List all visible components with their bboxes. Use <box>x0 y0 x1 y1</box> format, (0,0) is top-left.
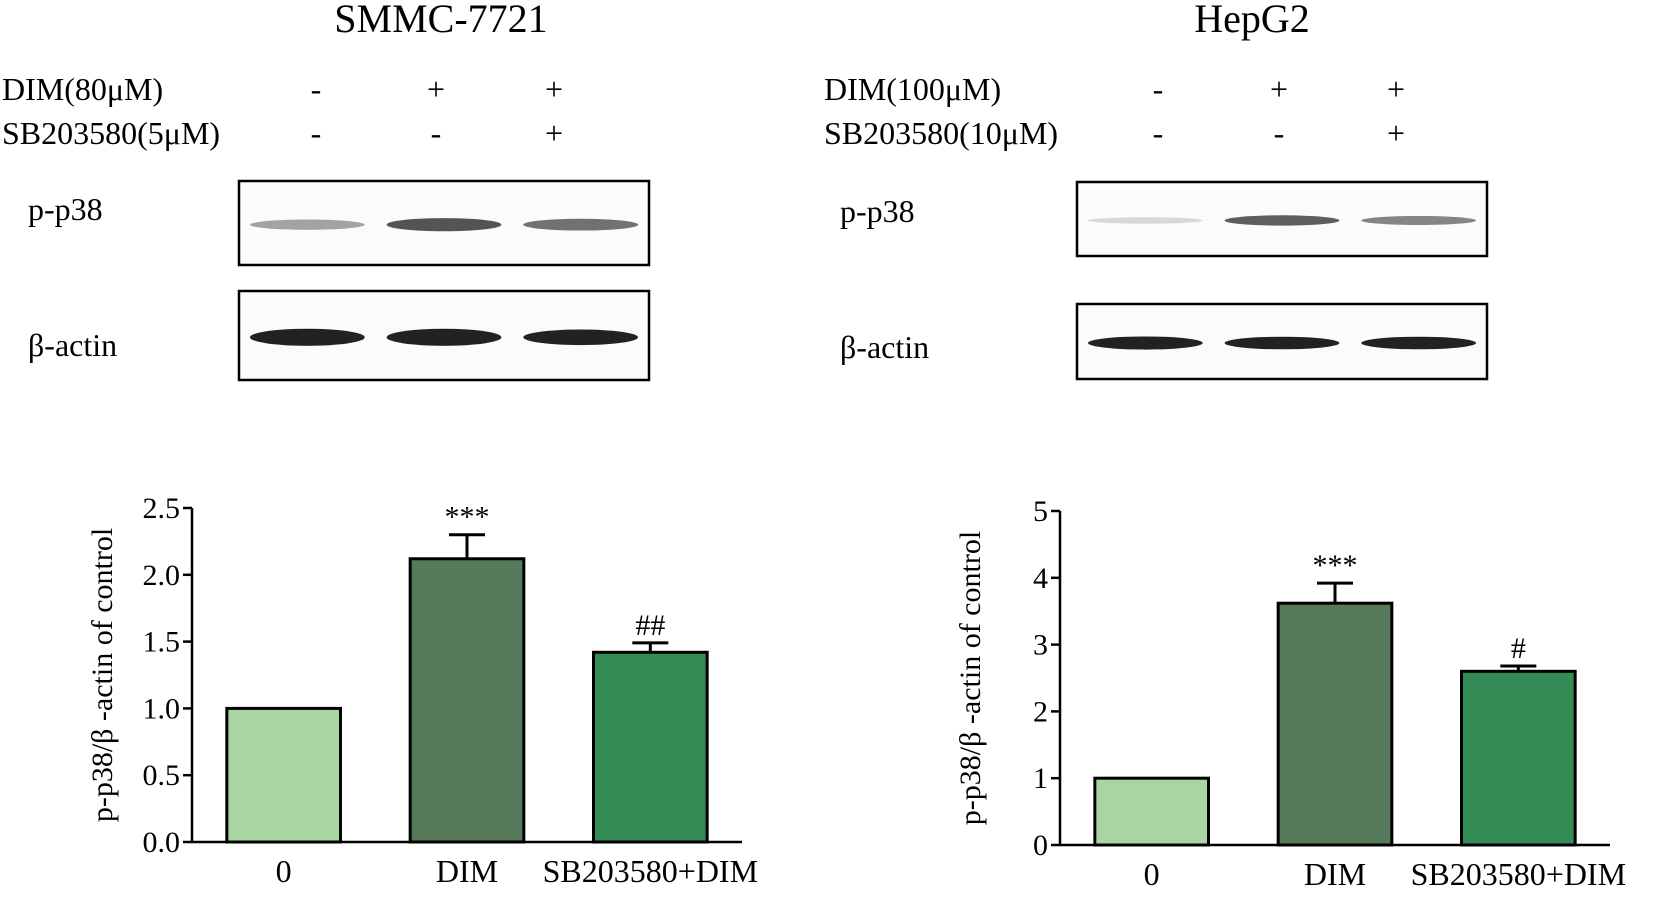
panel-hepg2: HepG2 DIM(100μM) - + + SB203580(10μM) - … <box>824 0 1489 381</box>
x-tick-label: 0 <box>276 853 292 889</box>
bar <box>592 650 709 844</box>
blot-pp38 <box>237 179 651 267</box>
significance-label: *** <box>445 501 490 534</box>
y-tick-label: 4 <box>1033 562 1048 595</box>
blot-label-pp38: p-p38 <box>28 191 103 227</box>
treatment-sign: - <box>311 115 322 151</box>
treatment-label-dim: DIM(100μM) <box>824 71 1001 107</box>
significance-label: # <box>1511 632 1526 665</box>
y-tick-label: 0 <box>1033 829 1048 862</box>
treatment-sign: + <box>545 71 563 107</box>
y-tick-label: 5 <box>1033 495 1048 528</box>
blot-label-actin: β-actin <box>840 329 929 365</box>
y-tick-label: 2 <box>1033 695 1048 728</box>
blot-pp38 <box>1075 180 1489 258</box>
blot-band <box>523 329 639 346</box>
bar-chart-hepg2: 0 1 2 3 4 5 p-p38/β -actin of control 0 *** DIM # S… <box>954 495 1626 892</box>
bar <box>1460 669 1577 847</box>
y-tick-label: 2.0 <box>143 559 181 592</box>
blot-band <box>1224 336 1340 350</box>
x-tick-label: DIM <box>436 853 498 889</box>
panel-title: SMMC-7721 <box>334 0 547 41</box>
bar-chart-smmc: 0.0 0.5 1.0 1.5 2.0 2.5 p-p38/β -actin of cont… <box>86 492 758 889</box>
bar <box>408 557 526 844</box>
blot-band <box>1224 215 1340 226</box>
treatment-sign: - <box>311 71 322 107</box>
treatment-sign: + <box>427 71 445 107</box>
treatment-sign: - <box>1274 115 1285 151</box>
blot-label-actin: β-actin <box>28 327 117 363</box>
blot-band <box>249 328 365 346</box>
treatment-sign: + <box>545 115 563 151</box>
treatment-label-sb: SB203580(5μM) <box>2 115 220 151</box>
blot-band <box>249 219 365 230</box>
blot-band <box>523 218 639 231</box>
y-tick-label: 0.0 <box>143 826 181 859</box>
treatment-label-dim: DIM(80μM) <box>2 71 163 107</box>
x-tick-label: SB203580+DIM <box>1411 856 1626 892</box>
blot-band <box>1087 217 1203 224</box>
treatment-sign: - <box>1153 71 1164 107</box>
blot-band <box>1361 336 1477 350</box>
y-tick-label: 2.5 <box>143 492 181 525</box>
y-tick-label: 0.5 <box>143 759 181 792</box>
y-tick-label: 1.0 <box>143 692 181 725</box>
x-tick-label: DIM <box>1304 856 1366 892</box>
y-tick-label: 1 <box>1033 762 1048 795</box>
x-tick-label: 0 <box>1144 856 1160 892</box>
bar <box>1276 601 1394 847</box>
treatment-sign: - <box>1153 115 1164 151</box>
blot-band <box>1087 336 1203 350</box>
blot-band <box>1361 215 1477 226</box>
blot-label-pp38: p-p38 <box>840 193 915 229</box>
significance-label: *** <box>1313 549 1358 582</box>
bar <box>225 706 342 844</box>
treatment-sign: + <box>1387 71 1405 107</box>
treatment-label-sb: SB203580(10μM) <box>824 115 1058 151</box>
y-axis-label: p-p38/β -actin of control <box>86 528 119 822</box>
blot-band <box>386 328 502 346</box>
panel-smmc: SMMC-7721 DIM(80μM) - + + SB203580(5μM) … <box>2 0 651 382</box>
y-tick-label: 3 <box>1033 629 1048 662</box>
significance-label: ## <box>635 609 665 642</box>
treatment-sign: - <box>431 115 442 151</box>
panel-title: HepG2 <box>1194 0 1310 41</box>
bar <box>1093 776 1211 847</box>
blot-band <box>386 218 502 232</box>
y-tick-label: 1.5 <box>143 626 181 659</box>
x-tick-label: SB203580+DIM <box>543 853 758 889</box>
treatment-sign: + <box>1387 115 1405 151</box>
treatment-sign: + <box>1270 71 1288 107</box>
y-axis-label: p-p38/β -actin of control <box>954 531 987 825</box>
blot-actin <box>1075 302 1489 381</box>
blot-actin <box>237 289 651 382</box>
